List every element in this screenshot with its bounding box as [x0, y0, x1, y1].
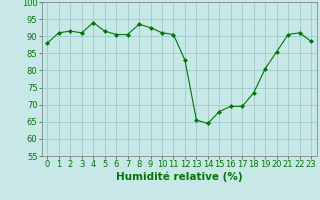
X-axis label: Humidité relative (%): Humidité relative (%): [116, 172, 243, 182]
